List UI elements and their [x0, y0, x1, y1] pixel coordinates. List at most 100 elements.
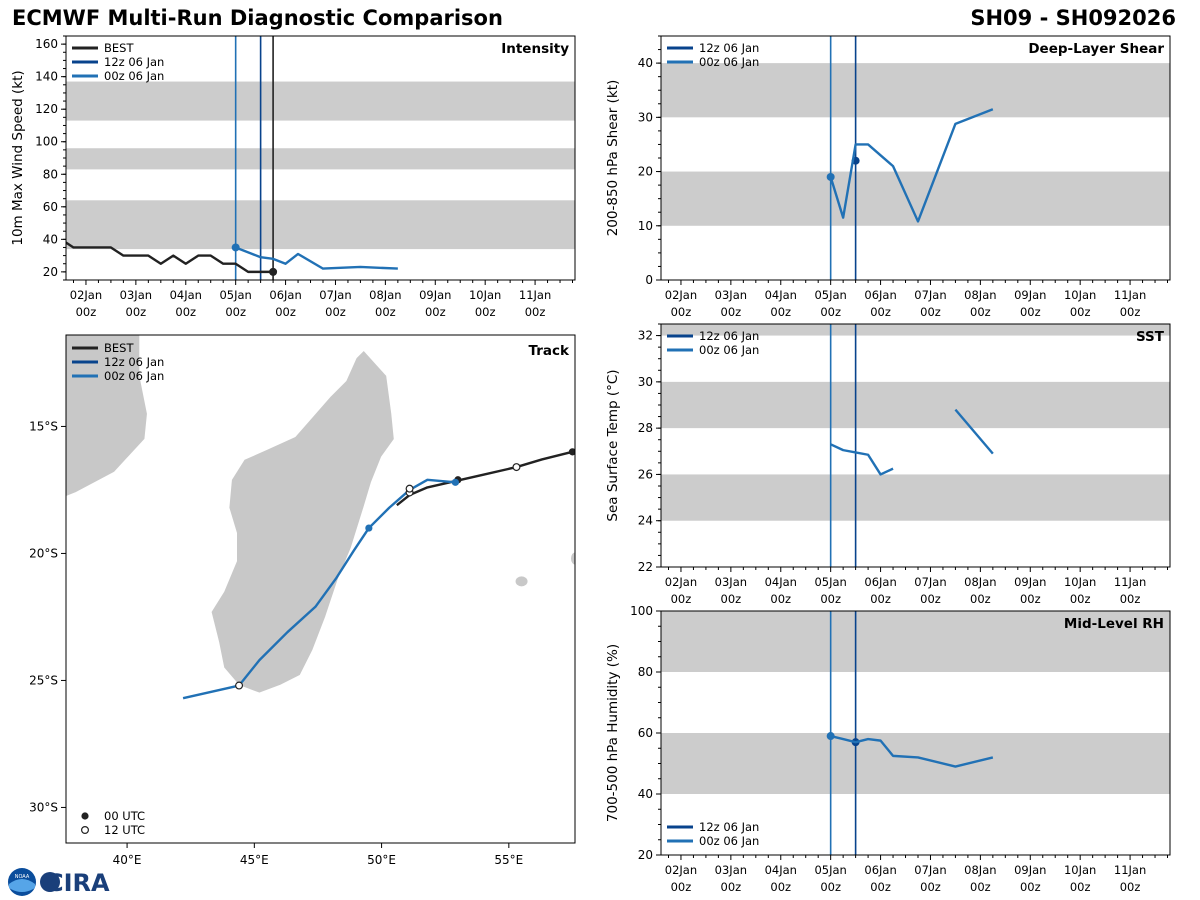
- sst-xtick-label: 02Jan: [665, 575, 697, 589]
- shear-xtick-label: 07Jan: [914, 288, 946, 302]
- shear-data-point: [826, 172, 835, 181]
- sst-panel-title: SST: [1136, 329, 1165, 345]
- shear-xtick-label: 05Jan: [814, 288, 846, 302]
- shear-xtick-label: 10Jan: [1064, 288, 1096, 302]
- intensity-band: [66, 200, 575, 250]
- rh-series-line: [830, 734, 994, 768]
- rh-xtick-label: 07Jan: [914, 863, 946, 877]
- sst-xtick-label: 09Jan: [1014, 575, 1046, 589]
- track-lat-label: 30°S: [29, 800, 58, 814]
- intensity-legend-label: 12z 06 Jan: [104, 55, 164, 69]
- shear-xtick-hour: 00z: [920, 305, 941, 319]
- track-point-00utc: [365, 524, 373, 532]
- cira-logo: NOAA CIRA: [8, 868, 110, 897]
- track-point-00utc: [568, 448, 575, 456]
- sst-xtick-label: 03Jan: [715, 575, 747, 589]
- intensity-ytick-label: 140: [35, 70, 58, 84]
- intensity-xtick-label: 02Jan: [70, 288, 102, 302]
- rh-xtick-hour: 00z: [970, 880, 991, 894]
- intensity-ytick-label: 40: [43, 232, 58, 246]
- sst-xtick-hour: 00z: [721, 592, 742, 606]
- globe-icon: [40, 872, 60, 892]
- rh-xtick-hour: 00z: [721, 880, 742, 894]
- sst-legend-label: 00z 06 Jan: [699, 343, 759, 357]
- legend-12utc-label: 12 UTC: [104, 823, 145, 837]
- track-lon-label: 55°E: [494, 853, 523, 867]
- shear-ylabel: 200-850 hPa Shear (kt): [605, 80, 621, 237]
- rh-xtick-label: 02Jan: [665, 863, 697, 877]
- shear-xtick-label: 11Jan: [1114, 288, 1146, 302]
- track-panel: 40°E 45°E 50°E 55°E 15°S 20°S 25°S 30°S Track BES…: [29, 334, 576, 867]
- shear-ytick-label: 10: [638, 219, 653, 233]
- sst-xtick-hour: 00z: [1120, 592, 1141, 606]
- intensity-xtick-label: 04Jan: [170, 288, 202, 302]
- rh-xtick-hour: 00z: [671, 880, 692, 894]
- sst-series-line: [954, 408, 994, 455]
- intensity-ytick-label: 100: [35, 135, 58, 149]
- rh-xtick-hour: 00z: [1120, 880, 1141, 894]
- track-legend-label: BEST: [104, 341, 134, 355]
- track-plot-area: [66, 335, 575, 843]
- rh-xtick-label: 04Jan: [765, 863, 797, 877]
- sst-xtick-label: 06Jan: [864, 575, 896, 589]
- sst-xtick-hour: 00z: [920, 592, 941, 606]
- shear-xtick-hour: 00z: [721, 305, 742, 319]
- legend-00utc-label: 00 UTC: [104, 809, 145, 823]
- shear-band: [661, 63, 1170, 118]
- rh-data-point: [826, 732, 835, 741]
- intensity-series-line: [235, 246, 398, 270]
- track-panel-title: Track: [529, 343, 570, 359]
- intensity-xtick-label: 06Jan: [269, 288, 301, 302]
- shear-panel-title: Deep-Layer Shear: [1028, 41, 1164, 57]
- rh-ylabel: 700-500 hPa Humidity (%): [605, 644, 621, 822]
- track-frame: [65, 334, 576, 844]
- intensity-xtick-hour: 00z: [375, 305, 396, 319]
- sst-xtick-label: 05Jan: [814, 575, 846, 589]
- sst-series-line: [830, 443, 894, 476]
- intensity-series-line: [66, 241, 274, 274]
- mauritius-island: [571, 552, 575, 565]
- sst-band: [661, 474, 1170, 521]
- intensity-xtick-hour: 00z: [325, 305, 346, 319]
- rh-xtick-label: 06Jan: [864, 863, 896, 877]
- intensity-band: [66, 81, 575, 121]
- intensity-ytick-label: 60: [43, 200, 58, 214]
- track-lon-label: 40°E: [113, 853, 142, 867]
- shear-xtick-hour: 00z: [820, 305, 841, 319]
- track-lon-label: 50°E: [367, 853, 396, 867]
- noaa-text: NOAA: [15, 874, 30, 880]
- sst-xtick-label: 07Jan: [914, 575, 946, 589]
- rh-xtick-hour: 00z: [870, 880, 891, 894]
- shear-panel: 0 10 20 30 40 02Jan 00z 03Jan 00z 04Jan 00z 05Jan 00…: [605, 35, 1171, 319]
- sst-frame: [660, 323, 1171, 568]
- shear-series-line: [829, 108, 994, 223]
- intensity-xtick-hour: 00z: [425, 305, 446, 319]
- intensity-panel-title: Intensity: [501, 41, 569, 57]
- rh-ytick-label: 80: [638, 665, 653, 679]
- track-lon-label: 45°E: [240, 853, 269, 867]
- shear-xtick-hour: 00z: [770, 305, 791, 319]
- intensity-plot-area: [66, 36, 575, 280]
- rh-ytick-label: 60: [638, 726, 653, 740]
- intensity-xtick-hour: 00z: [126, 305, 147, 319]
- sst-xtick-hour: 00z: [1070, 592, 1091, 606]
- shear-xtick-hour: 00z: [1070, 305, 1091, 319]
- shear-xtick-label: 06Jan: [864, 288, 896, 302]
- sst-ytick-label: 22: [638, 560, 653, 574]
- rh-ytick-label: 100: [630, 604, 653, 618]
- intensity-ytick-label: 20: [43, 265, 58, 279]
- legend-00utc-marker: [81, 812, 89, 820]
- rh-xtick-hour: 00z: [820, 880, 841, 894]
- track-legend-label: 12z 06 Jan: [104, 355, 164, 369]
- rh-legend-label: 12z 06 Jan: [699, 820, 759, 834]
- sst-xtick-label: 08Jan: [964, 575, 996, 589]
- shear-xtick-hour: 00z: [970, 305, 991, 319]
- rh-band: [661, 611, 1170, 672]
- intensity-xtick-label: 09Jan: [419, 288, 451, 302]
- shear-xtick-hour: 00z: [1120, 305, 1141, 319]
- intensity-ytick-label: 160: [35, 37, 58, 51]
- intensity-xtick-label: 08Jan: [369, 288, 401, 302]
- shear-xtick-label: 02Jan: [665, 288, 697, 302]
- rh-xtick-label: 11Jan: [1114, 863, 1146, 877]
- shear-ytick-label: 30: [638, 110, 653, 124]
